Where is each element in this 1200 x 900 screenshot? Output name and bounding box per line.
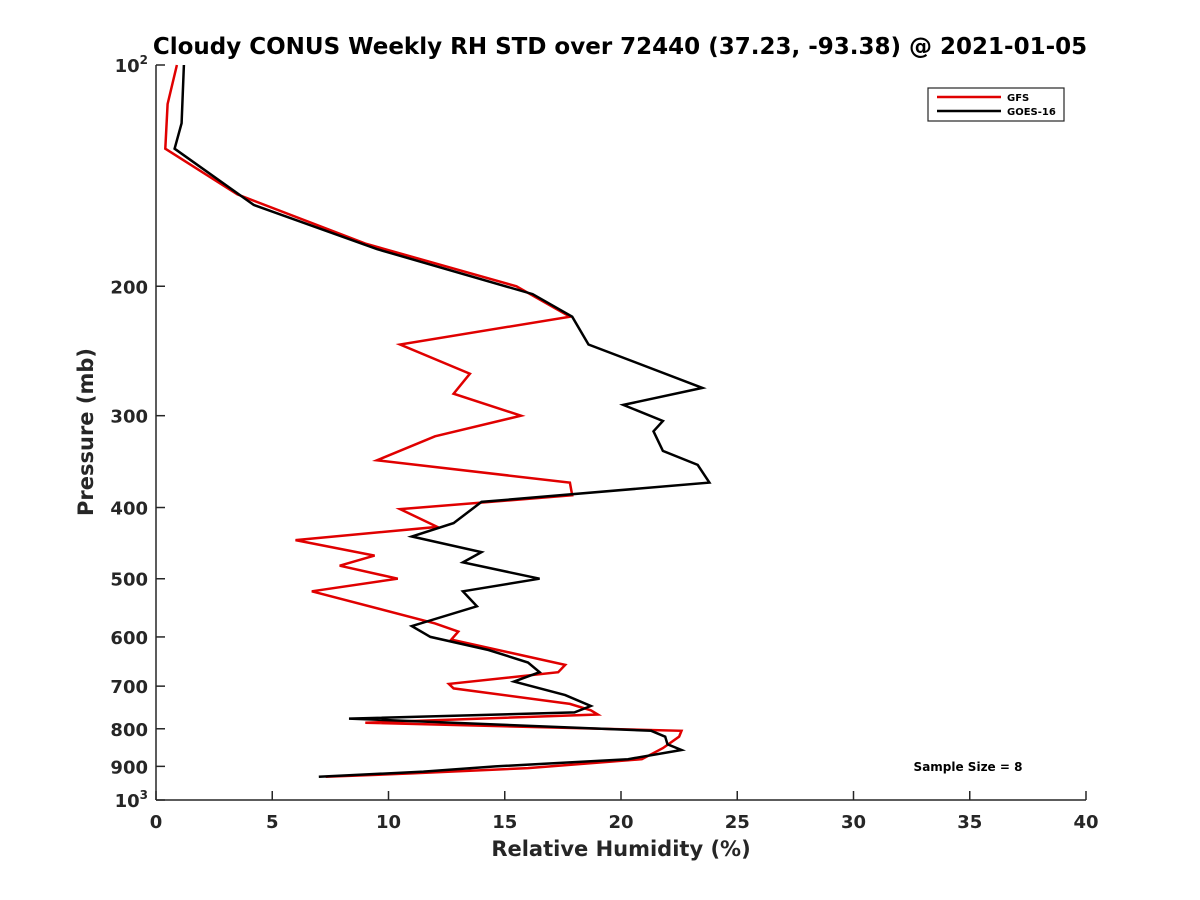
x-tick-label: 20 [608, 812, 633, 833]
legend: GFS GOES-16 [927, 87, 1065, 122]
legend-label-goes16: GOES-16 [1007, 107, 1056, 118]
legend-label-gfs: GFS [1007, 93, 1029, 104]
chart-title: Cloudy CONUS Weekly RH STD over 72440 (3… [153, 34, 1087, 60]
x-axis-ticks: 0 5 10 15 20 25 30 35 40 [150, 791, 1099, 833]
x-tick-label: 25 [725, 812, 750, 833]
y-tick-label: 700 [110, 677, 148, 698]
y-axis-ticks: 102 200 300 400 500 600 700 800 900 103 [110, 53, 165, 812]
y-tick-label: 900 [110, 757, 148, 778]
x-tick-label: 0 [150, 812, 163, 833]
legend-box [927, 87, 1065, 122]
sample-size-annotation: Sample Size = 8 [914, 760, 1023, 774]
x-tick-label: 40 [1073, 812, 1098, 833]
y-tick-label: 200 [110, 277, 148, 298]
x-tick-label: 35 [957, 812, 982, 833]
y-tick-label: 300 [110, 407, 148, 428]
y-axis-label: Pressure (mb) [74, 348, 98, 516]
y-tick-label: 800 [110, 720, 148, 741]
y-tick-label: 600 [110, 628, 148, 649]
y-tick-label: 102 [115, 53, 148, 77]
y-tick-label: 103 [115, 788, 148, 812]
x-axis-label: Relative Humidity (%) [491, 837, 750, 861]
x-tick-label: 30 [841, 812, 866, 833]
series-layer [164, 64, 712, 779]
series-line-goes16 [173, 64, 712, 779]
x-tick-label: 5 [266, 812, 279, 833]
y-tick-label: 500 [110, 570, 148, 591]
x-tick-label: 10 [376, 812, 401, 833]
x-tick-label: 15 [492, 812, 517, 833]
y-tick-label: 400 [110, 499, 148, 520]
